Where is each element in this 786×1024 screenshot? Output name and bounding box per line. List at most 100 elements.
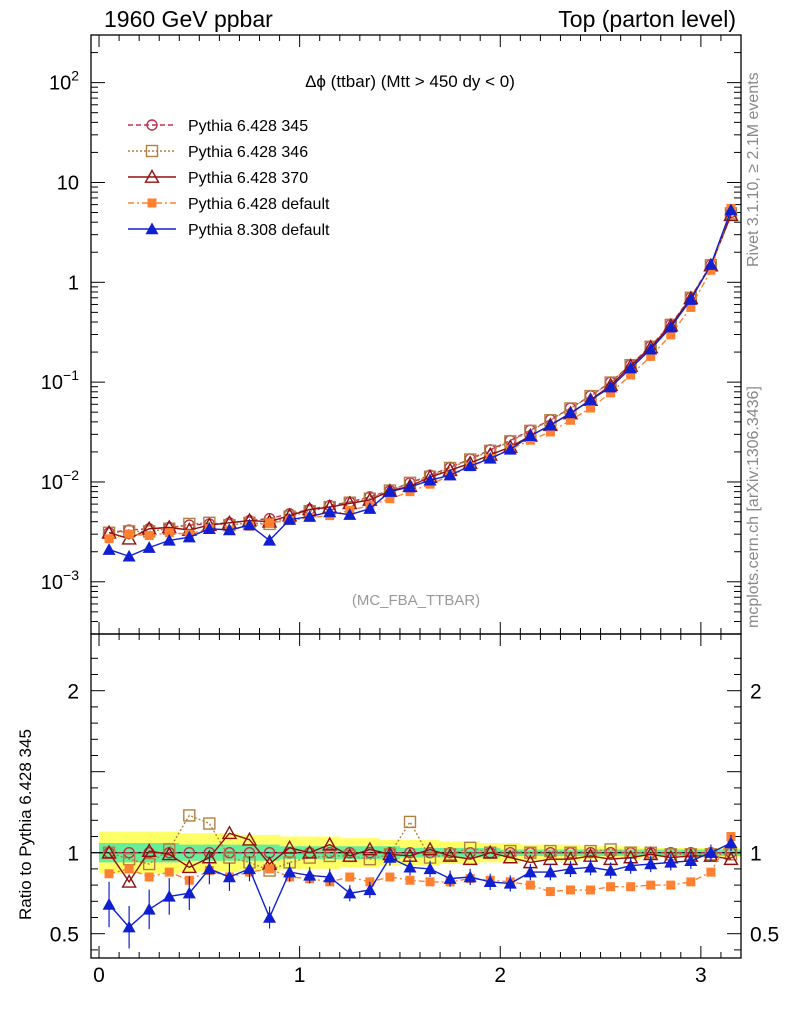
ratio-point-pythia-6-428-370 xyxy=(422,841,438,856)
ratio-point-pythia-6-428-default xyxy=(265,864,275,874)
ratio-point-pythia-6-428-346 xyxy=(223,851,236,864)
main-point-pythia-6-428-default xyxy=(586,403,596,413)
legend-marker xyxy=(147,198,157,208)
y-tick-label: 10−1 xyxy=(41,367,79,394)
ratio-point-pythia-6-428-default xyxy=(124,864,134,874)
ratio-point-pythia-6-428-default xyxy=(525,880,535,890)
ratio-point-pythia-6-428-370 xyxy=(221,825,238,840)
ratio-point-pythia-6-428-default xyxy=(586,885,596,895)
x-tick-label: 3 xyxy=(695,964,707,987)
ratio-y-tick-label: 1 xyxy=(67,843,79,866)
main-point-pythia-8-308-default xyxy=(403,480,417,493)
ratio-point-pythia-6-428-370 xyxy=(181,859,197,874)
x-tick-label: 2 xyxy=(494,964,506,987)
main-point-pythia-8-308-default xyxy=(303,510,317,522)
legend-label: Pythia 8.308 default xyxy=(188,222,330,239)
ratio-point-pythia-6-428-346 xyxy=(363,852,377,866)
main-point-pythia-8-308-default xyxy=(363,502,377,514)
ratio-point-pythia-6-428-370 xyxy=(161,846,177,861)
legend-marker xyxy=(146,119,158,131)
ratio-point-pythia-6-428-346 xyxy=(544,844,557,858)
main-point-pythia-8-308-default xyxy=(523,429,537,442)
ratio-point-pythia-6-428-370 xyxy=(281,839,298,854)
legend-marker xyxy=(144,169,160,183)
main-line-pythia-6-428-345 xyxy=(109,212,732,534)
main-point-pythia-8-308-default xyxy=(563,406,577,419)
main-point-pythia-8-308-default xyxy=(283,513,297,525)
ratio-point-pythia-6-428-370 xyxy=(241,831,258,846)
main-point-pythia-8-308-default xyxy=(503,442,517,455)
legend-label: Pythia 6.428 345 xyxy=(188,118,308,135)
ratio-point-pythia-6-428-346 xyxy=(142,857,156,871)
ratio-point-pythia-6-428-default xyxy=(104,869,114,879)
ratio-point-pythia-6-428-default xyxy=(626,882,636,892)
main-line-pythia-8-308-default xyxy=(108,209,732,558)
ratio-point-pythia-6-428-default xyxy=(565,885,575,895)
main-point-pythia-8-308-default xyxy=(483,451,497,464)
chart-title: Δϕ (ttbar) (Mtt > 450 dy < 0) xyxy=(305,72,515,91)
ratio-point-pythia-6-428-345 xyxy=(183,847,196,859)
main-point-pythia-6-428-default xyxy=(265,518,275,528)
ratio-point-pythia-6-428-370 xyxy=(101,844,117,859)
ratio-point-pythia-6-428-370 xyxy=(723,851,739,866)
x-tick-label: 1 xyxy=(294,964,306,987)
legend-label: Pythia 6.428 default xyxy=(188,196,330,213)
ratio-point-pythia-6-428-346 xyxy=(564,846,577,859)
main-line-pythia-6-428-346 xyxy=(109,213,732,534)
main-point-pythia-8-308-default xyxy=(584,393,598,406)
main-point-pythia-8-308-default xyxy=(343,508,357,520)
y-tick-label: 10 xyxy=(57,172,79,194)
ratio-point-pythia-6-428-default xyxy=(144,872,154,882)
ratio-point-pythia-6-428-346 xyxy=(403,815,417,829)
ratio-point-pythia-6-428-370 xyxy=(322,836,338,851)
main-point-pythia-8-308-default xyxy=(162,533,176,546)
ratio-y-tick-label-right: 2 xyxy=(750,681,762,704)
ratio-point-pythia-6-428-default xyxy=(666,880,676,890)
mcplots-label: mcplots.cern.ch [arXiv:1306.3436] xyxy=(745,386,762,628)
main-point-pythia-8-308-default xyxy=(323,505,337,518)
ratio-y-tick-label: 0.5 xyxy=(50,924,79,947)
ratio-y-tick-label: 2 xyxy=(67,681,79,704)
legend-marker xyxy=(145,144,159,158)
main-point-pythia-6-428-default xyxy=(565,415,575,425)
main-point-pythia-8-308-default xyxy=(443,468,457,481)
ratio-point-pythia-6-428-default xyxy=(606,882,616,892)
main-point-pythia-8-308-default xyxy=(624,361,638,374)
legend-label: Pythia 6.428 346 xyxy=(188,144,308,161)
main-point-pythia-6-428-default xyxy=(104,534,114,544)
main-point-pythia-8-308-default xyxy=(142,541,156,553)
main-point-pythia-6-428-default xyxy=(124,529,134,539)
main-point-pythia-8-308-default xyxy=(724,203,738,216)
main-line-pythia-6-428-370 xyxy=(108,214,732,540)
main-point-pythia-8-308-default xyxy=(202,522,216,534)
ratio-point-pythia-6-428-default xyxy=(425,877,435,887)
main-point-pythia-8-308-default xyxy=(182,530,196,543)
ratio-point-pythia-6-428-370 xyxy=(362,841,378,856)
header-left: 1960 GeV ppbar xyxy=(104,6,273,32)
ratio-point-pythia-6-428-default xyxy=(405,875,415,885)
ratio-point-pythia-6-428-370 xyxy=(141,843,157,857)
main-point-pythia-8-308-default xyxy=(664,320,678,333)
main-point-pythia-6-428-default xyxy=(606,388,616,398)
ratio-y-axis-label: Ratio to Pythia 6.428 345 xyxy=(16,729,35,920)
ratio-point-pythia-6-428-370 xyxy=(482,844,498,859)
main-point-pythia-6-428-default xyxy=(686,302,696,312)
ratio-point-pythia-6-428-346 xyxy=(524,846,537,859)
main-point-pythia-8-308-default xyxy=(222,523,236,536)
ratio-point-pythia-6-428-default xyxy=(545,887,555,897)
y-tick-label: 102 xyxy=(49,68,79,95)
ratio-point-pythia-6-428-370 xyxy=(342,847,358,862)
y-tick-label: 10−2 xyxy=(41,467,79,494)
main-point-pythia-6-428-default xyxy=(144,531,154,541)
legend-label: Pythia 6.428 370 xyxy=(188,170,308,187)
main-point-pythia-8-308-default xyxy=(644,342,658,355)
main-point-pythia-8-308-default xyxy=(463,459,477,472)
ratio-point-pythia-6-428-370 xyxy=(462,851,478,866)
ratio-point-pythia-6-428-default xyxy=(164,867,174,877)
ratio-point-pythia-6-428-default xyxy=(345,872,355,882)
x-tick-label: 0 xyxy=(93,964,105,987)
ratio-point-pythia-6-428-default xyxy=(686,877,696,887)
main-point-pythia-6-428-default xyxy=(706,265,716,275)
ratio-point-pythia-6-428-346 xyxy=(183,809,196,822)
